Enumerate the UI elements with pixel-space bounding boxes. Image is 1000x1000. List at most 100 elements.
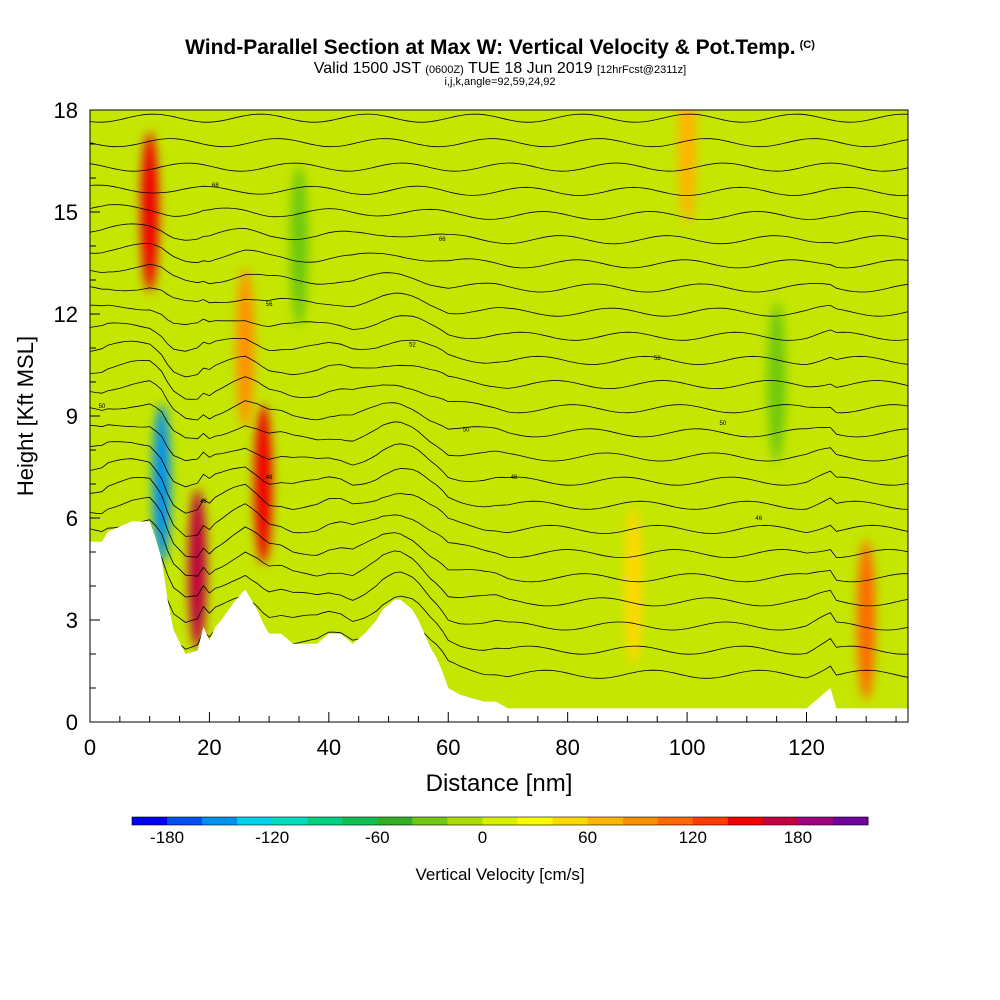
subtitle-forecast: [12hrFcst@2311z]	[596, 64, 687, 76]
colorbar-swatch-20	[832, 817, 869, 825]
theta-contour-23	[90, 113, 908, 123]
theta-contour-15	[90, 286, 908, 317]
theta-contour-6	[90, 458, 908, 534]
theta-contour-3	[90, 519, 908, 607]
y-tick-label-18: 18	[54, 98, 78, 123]
contour-label-4: 52	[654, 356, 661, 362]
theta-contour-11	[90, 359, 908, 414]
y-tick-label-9: 9	[66, 404, 78, 429]
contour-label-11: 46	[266, 475, 273, 481]
x-axis-label: Distance [nm]	[426, 770, 573, 797]
x-tick-label-0: 0	[84, 735, 96, 760]
y-tick-label-12: 12	[54, 302, 78, 327]
colorbar-swatch-3	[237, 817, 273, 825]
terrain-profile	[90, 521, 908, 722]
theta-contour-21	[90, 162, 908, 172]
w-feature-7	[624, 506, 643, 666]
colorbar: -180 -120 -60 0 60 120 180	[131, 816, 869, 847]
theta-contour-10	[90, 380, 908, 438]
x-tick-label-80: 80	[555, 735, 579, 760]
colorbar-swatch-6	[342, 817, 378, 825]
w-feature-9	[289, 166, 308, 326]
y-tick-label-15: 15	[54, 200, 78, 225]
colorbar-swatch-2	[202, 817, 238, 825]
colorbar-tick-label--120: -120	[255, 828, 289, 847]
colorbar-swatch-7	[377, 817, 413, 825]
vertical-velocity-field	[140, 110, 876, 700]
theta-contour-4	[90, 496, 908, 583]
contour-label-8: 46	[511, 475, 518, 481]
y-axis-label: Height [Kft MSL]	[13, 336, 38, 496]
colorbar-tick-label--60: -60	[365, 828, 390, 847]
w-feature-2	[188, 489, 207, 649]
potential-temperature-contours	[90, 113, 908, 679]
w-feature-3	[254, 404, 273, 564]
theta-contour-14	[90, 304, 908, 341]
copyright-mark: (C)	[799, 39, 815, 51]
colorbar-swatch-17	[727, 817, 764, 825]
contour-label-9: 46	[755, 516, 762, 522]
theta-contour-1	[90, 560, 908, 655]
colorbar-tick-label-180: 180	[784, 828, 812, 847]
w-feature-8	[767, 302, 786, 462]
theta-contour-17	[90, 242, 908, 269]
contour-label-3: 52	[409, 343, 416, 349]
colorbar-swatch-8	[412, 817, 448, 825]
theta-contour-19	[90, 204, 908, 221]
x-tick-label-120: 120	[788, 735, 825, 760]
colorbar-swatch-18	[762, 817, 799, 825]
x-tick-label-20: 20	[197, 735, 221, 760]
contour-label-10: 46	[200, 499, 207, 505]
w-feature-4	[236, 268, 255, 428]
x-axis: 0 20 40 60 80 100 120	[84, 712, 897, 760]
colorbar-tick-label--180: -180	[150, 828, 184, 847]
w-feature-6	[857, 540, 876, 700]
colorbar-swatch-10	[482, 817, 519, 825]
y-tick-label-3: 3	[66, 608, 78, 633]
theta-contour-13	[90, 322, 908, 365]
colorbar-swatch-5	[307, 817, 343, 825]
colorbar-swatch-11	[517, 817, 554, 825]
colorbar-label: Vertical Velocity [cm/s]	[415, 865, 584, 884]
contour-labels: 68 66 56 52 52 50 50 50 46 46 46 46	[99, 183, 763, 522]
colorbar-swatch-9	[447, 817, 483, 825]
theta-contour-2	[90, 542, 908, 631]
subtitle-valid: Valid 1500 JST	[313, 60, 421, 77]
w-feature-0	[140, 132, 159, 292]
colorbar-swatch-15	[657, 817, 694, 825]
chart-title-main: Wind-Parallel Section at Max W: Vertical…	[185, 36, 796, 59]
chart-subline: i,j,k,angle=92,59,24,92	[444, 76, 556, 88]
colorbar-tick-label-120: 120	[679, 828, 707, 847]
contour-label-7: 50	[720, 421, 727, 427]
w-feature-5	[678, 110, 697, 224]
theta-contour-16	[90, 263, 908, 293]
theta-contour-5	[90, 477, 908, 559]
colorbar-swatch-13	[587, 817, 624, 825]
contour-label-0: 68	[212, 183, 219, 189]
colorbar-swatch-16	[692, 817, 729, 825]
colorbar-swatch-19	[797, 817, 834, 825]
theta-contour-8	[90, 424, 908, 486]
contour-label-1: 66	[439, 237, 446, 243]
colorbar-swatch-1	[167, 817, 203, 825]
theta-contour-18	[90, 223, 908, 245]
plot-area: 68 66 56 52 52 50 50 50 46 46 46 46	[90, 110, 908, 722]
chart-subtitle: Valid 1500 JST (0600Z) TUE 18 Jun 2019 […	[0, 60, 1000, 78]
theta-contour-22	[90, 138, 908, 148]
contour-label-6: 50	[463, 428, 470, 434]
x-tick-label-40: 40	[317, 735, 341, 760]
subtitle-date: TUE 18 Jun 2019	[467, 60, 593, 77]
subtitle-utc: (0600Z)	[425, 64, 464, 76]
theta-contour-12	[90, 340, 908, 390]
plot-background	[90, 110, 908, 722]
colorbar-swatch-0	[132, 817, 168, 825]
theta-contour-7	[90, 441, 908, 510]
chart-title: Wind-Parallel Section at Max W: Vertical…	[0, 36, 1000, 60]
y-tick-label-6: 6	[66, 506, 78, 531]
colorbar-tick-label-60: 60	[578, 828, 597, 847]
contour-label-2: 56	[266, 302, 273, 308]
colorbar-tick-label-0: 0	[478, 828, 487, 847]
x-tick-label-100: 100	[669, 735, 706, 760]
contour-label-5: 50	[99, 404, 106, 410]
